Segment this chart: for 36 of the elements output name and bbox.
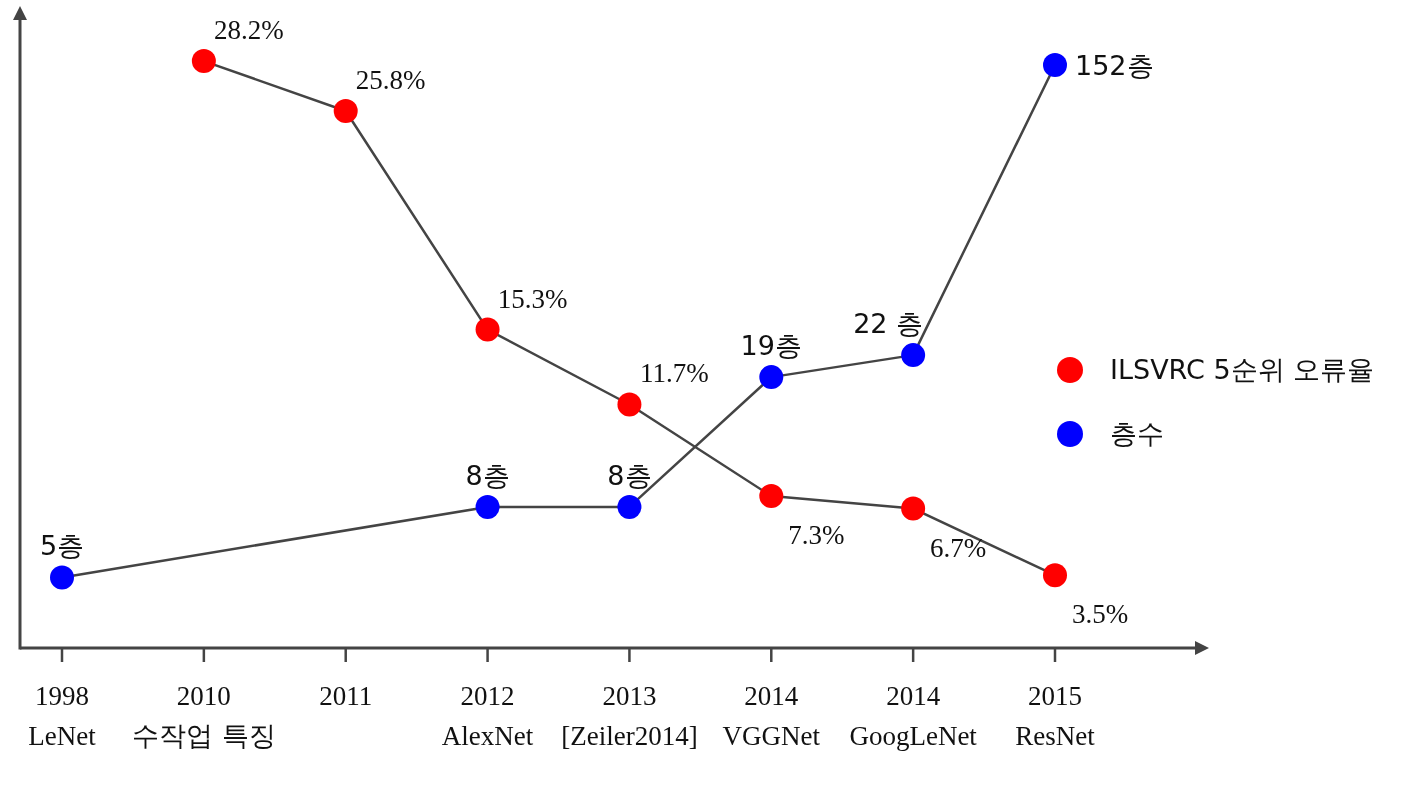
point <box>901 343 926 368</box>
point <box>1043 563 1067 588</box>
x-tick-label: 2010 수작업 특징 <box>132 681 276 751</box>
data-label: 8층 <box>465 459 510 491</box>
point <box>50 565 74 590</box>
data-label: 3.5% <box>1071 599 1129 630</box>
point <box>617 494 642 519</box>
point <box>475 317 500 342</box>
point <box>759 484 784 509</box>
x-tick-label: 2013 [Zeiler2014] <box>561 681 698 751</box>
data-label: 5층 <box>39 530 85 562</box>
legend-label: 층수 <box>1110 418 1164 449</box>
data-label: 8층 <box>607 459 652 491</box>
data-label: 22 층 <box>853 308 924 340</box>
point <box>1043 53 1067 78</box>
x-tick-label: 2011 <box>319 681 373 711</box>
data-label: 11.7% <box>640 358 709 389</box>
point <box>617 392 642 417</box>
x-tick-label: 2014 VGGNet <box>722 681 821 751</box>
point <box>759 365 784 390</box>
data-label: 15.3% <box>497 283 568 314</box>
x-tick-label: 2014 GoogLeNet <box>849 681 978 751</box>
data-label: 19층 <box>740 330 802 362</box>
legend-label: ILSVRC 5순위 오류율 <box>1110 354 1375 385</box>
x-tick-label: 2012 AlexNet <box>441 681 534 751</box>
point <box>475 494 500 519</box>
point <box>901 496 926 521</box>
data-label: 152층 <box>1075 50 1154 82</box>
x-tick-label: 1998 LeNet <box>28 681 97 751</box>
point <box>333 99 358 124</box>
x-tick-label: 2015 ResNet <box>1015 681 1096 751</box>
data-label: 6.7% <box>930 532 987 563</box>
data-label: 28.2% <box>213 15 284 46</box>
data-label: 25.8% <box>355 65 426 96</box>
data-label: 7.3% <box>788 520 845 551</box>
point <box>191 49 216 74</box>
